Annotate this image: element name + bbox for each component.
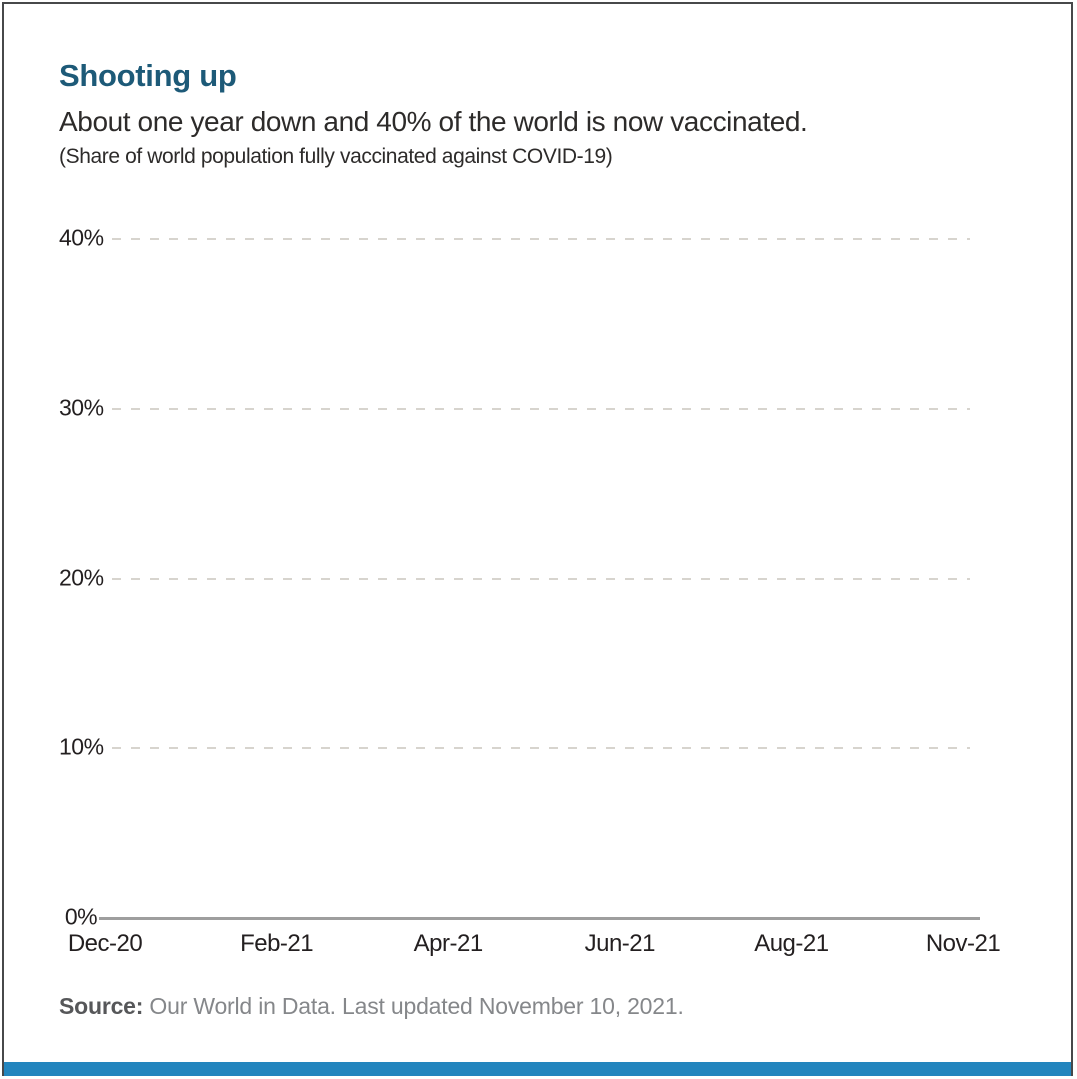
x-tick-label: Nov-21 [925,930,1001,957]
x-axis-line [99,917,980,920]
y-tick-label: 40% [59,224,104,251]
chart-unit-note: (Share of world population fully vaccina… [59,145,613,168]
x-axis-labels: Dec-20 Feb-21 Apr-21 Jun-21 Aug-21 Nov-21 [68,930,1001,964]
x-tick-label: Apr-21 [413,930,484,957]
chart-subtitle: About one year down and 40% of the world… [59,106,808,137]
source-text: Our World in Data. Last updated November… [143,993,684,1019]
vaccination-line-chart-plot-area: 40% 30% 20% 10% 0% [59,226,980,928]
dashed-gridline [112,747,970,750]
x-tick-label: Jun-21 [584,930,656,957]
dashed-gridline [112,407,970,410]
source-label: Source: [59,993,144,1019]
chart-title: Shooting up [59,58,237,93]
dashed-gridline [112,238,970,240]
y-tick-label: 20% [59,564,104,591]
dashed-gridline [112,577,970,580]
x-tick-label: Aug-21 [754,930,829,957]
source-line: Source: Our World in Data. Last updated … [59,993,684,1020]
y-tick-label: 30% [59,394,104,421]
x-tick-label: Feb-21 [240,930,314,957]
y-tick-label: 0% [64,903,98,930]
x-tick-label: Dec-20 [67,930,143,957]
bottom-accent-bar [4,1062,1071,1076]
y-tick-label: 10% [59,733,104,760]
